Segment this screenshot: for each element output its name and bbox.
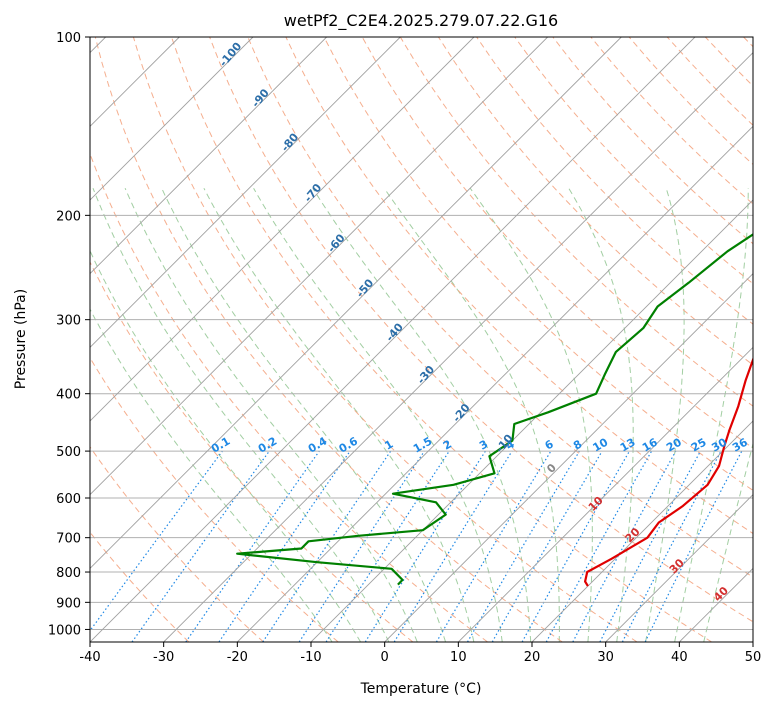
y-tick-label: 900 <box>56 596 81 611</box>
x-tick-label: -40 <box>79 650 100 665</box>
y-tick-label: 400 <box>56 388 81 403</box>
y-tick-label: 700 <box>56 532 81 547</box>
x-tick-label: -10 <box>300 650 321 665</box>
y-tick-label: 1000 <box>48 623 81 638</box>
x-tick-label: 0 <box>381 650 389 665</box>
x-tick-label: 10 <box>450 650 467 665</box>
x-tick-label: 40 <box>671 650 688 665</box>
y-tick-label: 600 <box>56 492 81 507</box>
x-tick-label: 20 <box>524 650 541 665</box>
x-axis-label: Temperature (°C) <box>360 681 482 697</box>
y-tick-label: 200 <box>56 209 81 224</box>
x-tick-label: 50 <box>745 650 762 665</box>
y-tick-label: 100 <box>56 31 81 46</box>
y-tick-label: 800 <box>56 566 81 581</box>
y-axis-label: Pressure (hPa) <box>13 289 29 389</box>
x-tick-label: 30 <box>597 650 614 665</box>
chart-title: wetPf2_C2E4.2025.279.07.22.G16 <box>284 11 558 31</box>
y-tick-label: 500 <box>56 445 81 460</box>
x-tick-label: -30 <box>153 650 174 665</box>
x-tick-label: -20 <box>227 650 248 665</box>
y-tick-label: 300 <box>56 314 81 329</box>
